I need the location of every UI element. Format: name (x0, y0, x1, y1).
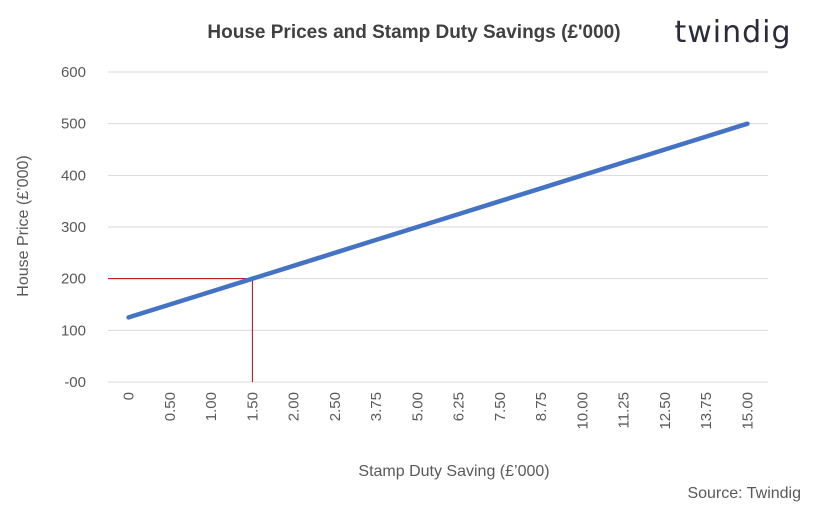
y-tick-label: 100 (61, 322, 86, 339)
x-tick-label: 5.00 (409, 392, 426, 421)
y-tick-label: 500 (61, 116, 86, 133)
x-tick-label: 0.50 (162, 392, 179, 421)
x-tick-label: 11.25 (616, 392, 633, 428)
x-axis-label: Stamp Duty Saving (£’000) (358, 463, 549, 480)
x-tick-label: 15.00 (739, 392, 756, 430)
x-tick-label: 2.00 (286, 392, 303, 421)
x-tick-label: 13.75 (698, 392, 715, 430)
reference-lines (108, 278, 253, 382)
twindig-logo: twindig (674, 15, 791, 50)
x-tick-label: 2.50 (327, 392, 344, 421)
y-axis-ticks: -00 100 200 300 400 500 600 (61, 64, 86, 391)
series-group (126, 121, 750, 320)
x-tick-label: 1.50 (244, 392, 261, 421)
source-note: Source: Twindig (687, 485, 801, 502)
x-tick-label: 7.50 (492, 392, 509, 421)
y-tick-label: 300 (61, 219, 86, 236)
x-axis-ticks: 0 0.50 1.00 1.50 2.00 2.50 3.75 5.00 6.25 7.50 8.7… (121, 392, 757, 430)
x-tick-label: 12.50 (657, 392, 674, 430)
gridlines (108, 71, 768, 383)
y-tick-label: 600 (61, 64, 86, 81)
x-tick-label: 6.25 (451, 392, 468, 421)
y-tick-label: -00 (64, 374, 86, 391)
y-axis-label: House Price (£’000) (15, 155, 32, 296)
series-line (126, 121, 750, 320)
x-tick-label: 3.75 (368, 392, 385, 421)
y-tick-label: 200 (61, 271, 86, 288)
y-tick-label: 400 (61, 167, 86, 184)
chart-title: House Prices and Stamp Duty Savings (£'0… (207, 22, 620, 43)
x-tick-label: 8.75 (533, 392, 550, 421)
x-tick-label: 0 (121, 392, 138, 400)
x-tick-label: 1.00 (203, 392, 220, 421)
x-tick-label: 10.00 (574, 392, 591, 430)
